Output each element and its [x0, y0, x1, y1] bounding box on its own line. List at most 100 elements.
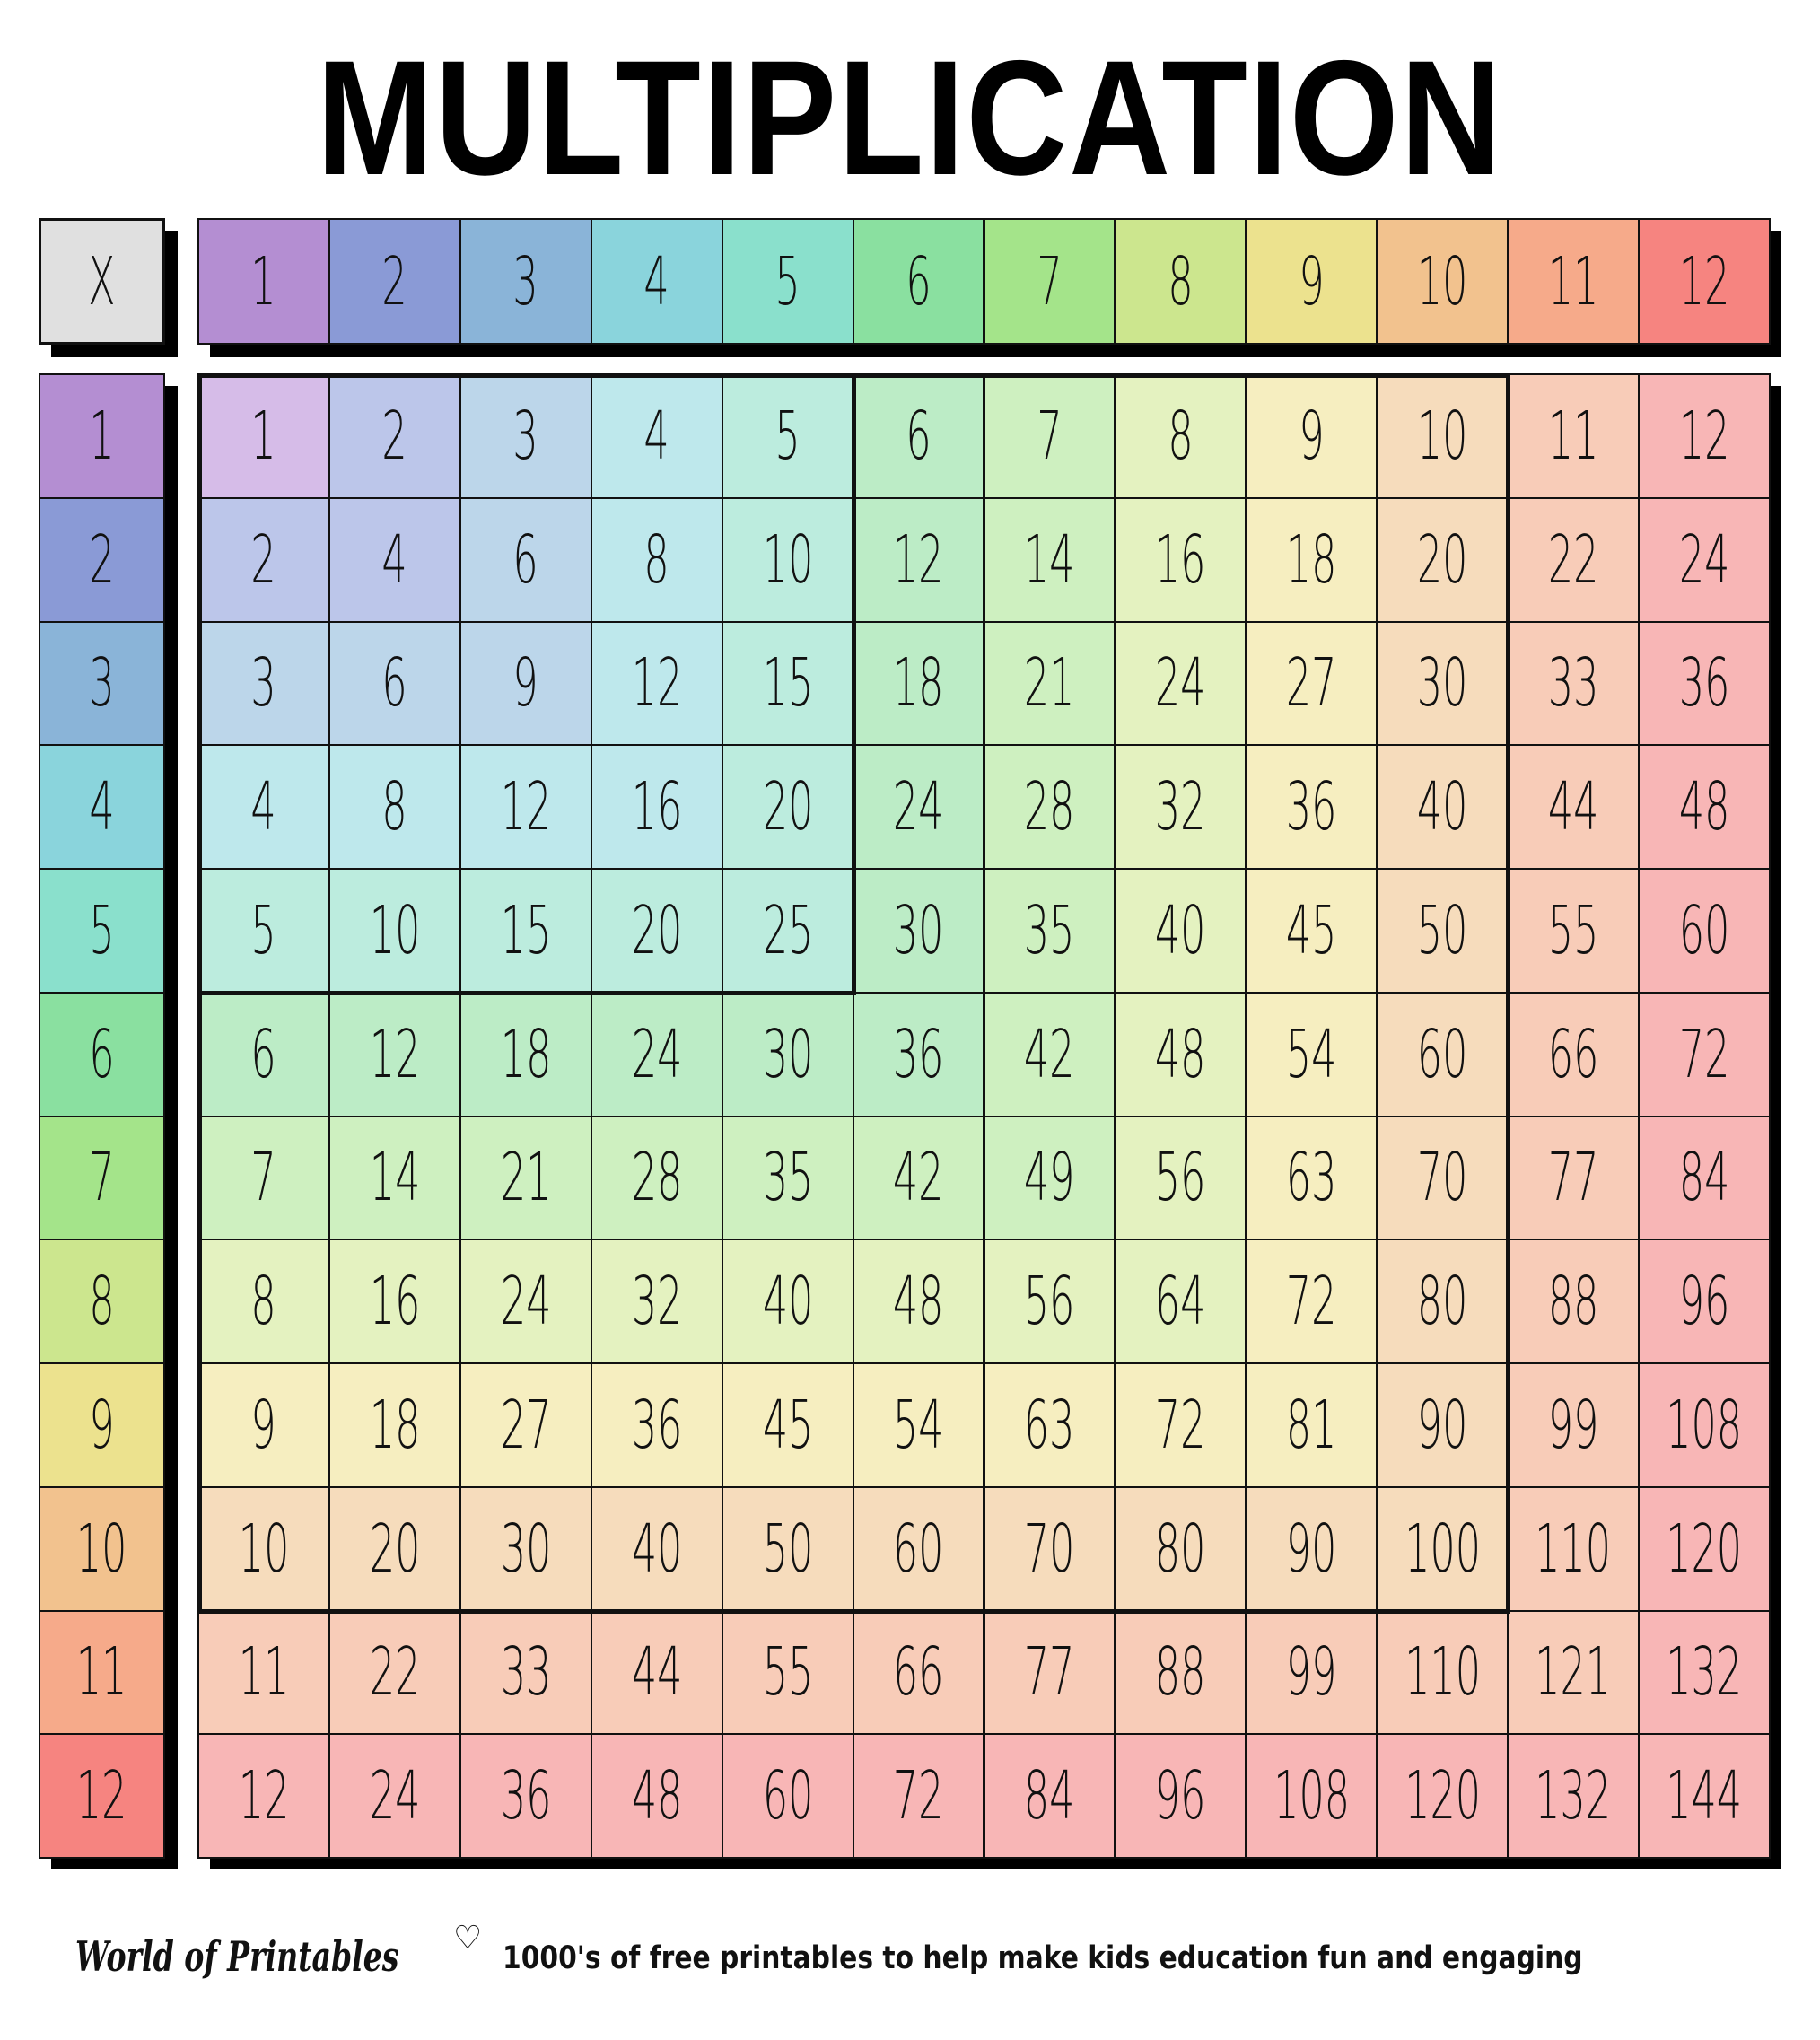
product-cell: 35 — [983, 868, 1116, 994]
product-cell: 10 — [721, 496, 854, 623]
product-cell: 50 — [1376, 868, 1509, 994]
product-cell: 80 — [1114, 1485, 1247, 1612]
product-value: 25 — [762, 891, 813, 969]
product-value: 24 — [893, 768, 944, 846]
product-cell: 3 — [459, 373, 592, 499]
product-value: 110 — [1535, 1510, 1612, 1588]
product-value: 54 — [1286, 1015, 1337, 1093]
product-value: 24 — [631, 1015, 682, 1093]
product-cell: 64 — [1114, 1239, 1247, 1364]
product-value: 44 — [1547, 768, 1599, 846]
product-value: 36 — [893, 1015, 944, 1093]
product-cell: 36 — [1245, 744, 1378, 870]
product-cell: 36 — [1638, 620, 1771, 747]
product-value: 28 — [631, 1139, 682, 1217]
product-value: 10 — [369, 891, 421, 969]
column-header-10: 10 — [1376, 218, 1509, 345]
product-cell: 45 — [721, 1362, 854, 1488]
product-value: 9 — [1299, 397, 1325, 475]
product-cell: 60 — [852, 1485, 985, 1612]
product-cell: 84 — [983, 1733, 1116, 1859]
product-value: 55 — [762, 1633, 813, 1712]
product-cell: 66 — [1507, 991, 1641, 1117]
product-cell: 4 — [197, 744, 330, 870]
product-value: 96 — [1155, 1757, 1206, 1835]
product-cell: 110 — [1376, 1609, 1509, 1736]
product-cell: 20 — [590, 868, 723, 994]
product-cell: 144 — [1638, 1733, 1771, 1859]
product-cell: 50 — [721, 1485, 854, 1612]
product-cell: 120 — [1638, 1485, 1771, 1612]
product-cell: 8 — [590, 496, 723, 623]
product-cell: 8 — [328, 744, 461, 870]
product-value: 15 — [762, 644, 813, 722]
product-cell: 24 — [852, 744, 985, 870]
product-cell: 27 — [1245, 620, 1378, 747]
product-value: 10 — [238, 1510, 290, 1588]
product-cell: 63 — [983, 1362, 1116, 1488]
product-value: 12 — [500, 768, 552, 846]
product-cell: 3 — [197, 620, 330, 747]
column-header-2: 2 — [328, 218, 461, 345]
product-cell: 8 — [1114, 373, 1247, 499]
product-value: 6 — [381, 644, 407, 722]
product-value: 8 — [643, 521, 669, 599]
product-cell: 63 — [1245, 1115, 1378, 1241]
product-value: 84 — [1024, 1757, 1075, 1835]
product-value: 80 — [1155, 1510, 1206, 1588]
product-cell: 48 — [1114, 991, 1247, 1117]
product-cell: 18 — [459, 991, 592, 1117]
product-value: 3 — [250, 644, 277, 722]
product-value: 30 — [893, 891, 944, 969]
product-value: 18 — [369, 1386, 421, 1464]
product-value: 44 — [631, 1633, 682, 1712]
product-value: 27 — [1286, 644, 1337, 722]
product-cell: 9 — [197, 1362, 330, 1488]
product-cell: 2 — [197, 496, 330, 623]
product-cell: 9 — [459, 620, 592, 747]
row-header-7: 7 — [39, 1115, 165, 1241]
product-value: 60 — [1678, 891, 1730, 969]
product-cell: 2 — [328, 373, 461, 499]
column-header-1: 1 — [197, 218, 330, 345]
product-value: 132 — [1666, 1633, 1743, 1712]
product-cell: 70 — [983, 1485, 1116, 1612]
row-header-1: 1 — [39, 373, 165, 499]
product-value: 60 — [1416, 1015, 1468, 1093]
product-cell: 32 — [1114, 744, 1247, 870]
product-value: 6 — [512, 521, 538, 599]
product-cell: 15 — [459, 868, 592, 994]
product-cell: 12 — [328, 991, 461, 1117]
product-cell: 32 — [590, 1239, 723, 1364]
product-cell: 44 — [590, 1609, 723, 1736]
product-cell: 14 — [983, 496, 1116, 623]
product-cell: 15 — [721, 620, 854, 747]
product-cell: 100 — [1376, 1485, 1509, 1612]
product-value: 2 — [250, 521, 277, 599]
row-header-label: 1 — [89, 397, 115, 475]
row-label-column: 1 2 3 4 5 6 7 8 9 10 11 12 — [39, 373, 165, 1859]
product-cell: 54 — [852, 1362, 985, 1488]
product-value: 70 — [1416, 1139, 1468, 1217]
multiplication-grid: 1 2 3 4 5 6 7 8 9 10 11 12 2 4 6 8 10 12 14 16 18 20 22 24 3 6 9 12… — [197, 373, 1771, 1859]
column-header-label: 10 — [1416, 242, 1468, 320]
page-title: MULTIPLICATION — [316, 26, 1504, 209]
product-value: 60 — [762, 1757, 813, 1835]
product-value: 35 — [762, 1139, 813, 1217]
product-value: 42 — [893, 1139, 944, 1217]
product-value: 5 — [250, 891, 277, 969]
row-header-label: 5 — [89, 891, 115, 969]
product-value: 6 — [250, 1015, 277, 1093]
product-cell: 48 — [1638, 744, 1771, 870]
product-cell: 12 — [1638, 373, 1771, 499]
product-cell: 24 — [590, 991, 723, 1117]
product-value: 20 — [631, 891, 682, 969]
product-value: 120 — [1404, 1757, 1481, 1835]
product-value: 4 — [643, 397, 669, 475]
product-cell: 4 — [590, 373, 723, 499]
row-header-8: 8 — [39, 1239, 165, 1364]
product-value: 99 — [1286, 1633, 1337, 1712]
product-value: 10 — [1416, 397, 1468, 475]
column-header-label: 11 — [1547, 242, 1599, 320]
product-cell: 49 — [983, 1115, 1116, 1241]
